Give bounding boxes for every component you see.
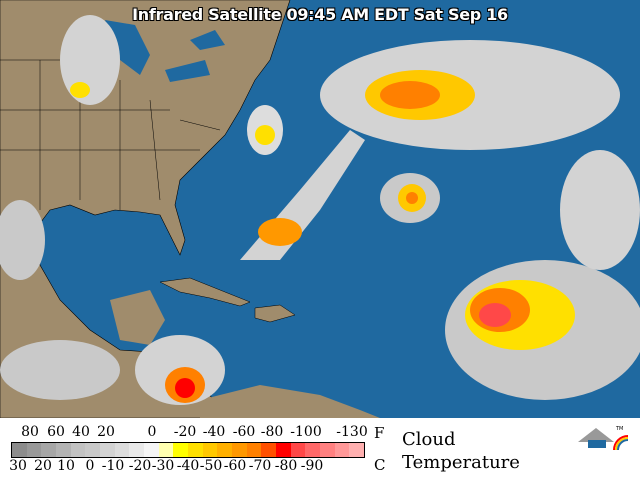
legend-label-temperature: Temperature — [402, 452, 520, 473]
color-swatch — [100, 443, 115, 457]
color-swatch — [188, 443, 203, 457]
celsius-tick: -40 — [176, 458, 200, 474]
color-swatch — [246, 443, 262, 457]
color-swatch — [305, 443, 321, 457]
celsius-tick: 20 — [34, 458, 52, 474]
color-swatch — [217, 443, 233, 457]
map-title: Infrared Satellite 09:45 AM EDT Sat Sep … — [132, 5, 508, 24]
fahrenheit-tick: 0 — [147, 424, 157, 440]
color-swatch — [70, 443, 86, 457]
infrared-satellite-map — [0, 0, 640, 418]
fahrenheit-tick: 80 — [21, 424, 39, 440]
celsius-tick: 0 — [85, 458, 95, 474]
legend-label-cloud: Cloud — [402, 429, 456, 450]
hispaniola-land — [254, 304, 296, 323]
color-swatch — [114, 443, 130, 457]
great-lakes — [105, 20, 225, 82]
color-swatch — [173, 443, 189, 457]
fahrenheit-tick: -60 — [232, 424, 256, 440]
color-swatch — [290, 443, 306, 457]
weather-logo-icon: TM — [578, 426, 628, 450]
fahrenheit-unit: F — [374, 424, 385, 442]
trademark-mark: TM — [615, 426, 623, 432]
color-swatch — [85, 443, 101, 457]
state-borders — [0, 40, 221, 210]
color-swatch — [41, 443, 57, 457]
celsius-tick: -10 — [101, 458, 125, 474]
cuba-land — [159, 277, 251, 307]
celsius-tick: -80 — [274, 458, 298, 474]
color-swatch — [261, 443, 277, 457]
color-swatch — [144, 443, 159, 457]
fahrenheit-tick: 40 — [72, 424, 90, 440]
color-swatch — [320, 443, 335, 457]
celsius-tick: 10 — [57, 458, 75, 474]
celsius-tick: -60 — [223, 458, 247, 474]
color-swatch — [158, 443, 174, 457]
fahrenheit-tick: 60 — [47, 424, 65, 440]
color-swatch — [232, 443, 247, 457]
cloud-cover — [0, 15, 640, 405]
south-america-land — [200, 385, 380, 418]
color-swatch — [349, 443, 365, 457]
celsius-tick: -50 — [199, 458, 223, 474]
celsius-tick: -30 — [151, 458, 175, 474]
celsius-tick: -70 — [248, 458, 272, 474]
color-swatch — [334, 443, 350, 457]
fahrenheit-tick: -100 — [290, 424, 322, 440]
color-swatch — [26, 443, 42, 457]
color-swatch — [129, 443, 145, 457]
fahrenheit-tick: -40 — [202, 424, 226, 440]
color-swatch — [276, 443, 291, 457]
color-swatch — [202, 443, 218, 457]
color-swatch — [56, 443, 71, 457]
celsius-tick: -90 — [300, 458, 324, 474]
fahrenheit-tick: -20 — [173, 424, 197, 440]
color-scale-bar — [11, 442, 365, 458]
fahrenheit-tick: -80 — [260, 424, 284, 440]
celsius-tick: 30 — [9, 458, 27, 474]
cloud-temperature-legend: 80 60 40 20 0 -20 -40 -60 -80 -100 -130 F 30 20 10 0-… — [0, 418, 640, 480]
celsius-unit: C — [374, 456, 386, 474]
yucatan-land — [110, 290, 165, 345]
fahrenheit-tick: 20 — [97, 424, 115, 440]
color-swatch — [12, 443, 27, 457]
fahrenheit-tick: -130 — [336, 424, 368, 440]
celsius-tick: -20 — [128, 458, 152, 474]
